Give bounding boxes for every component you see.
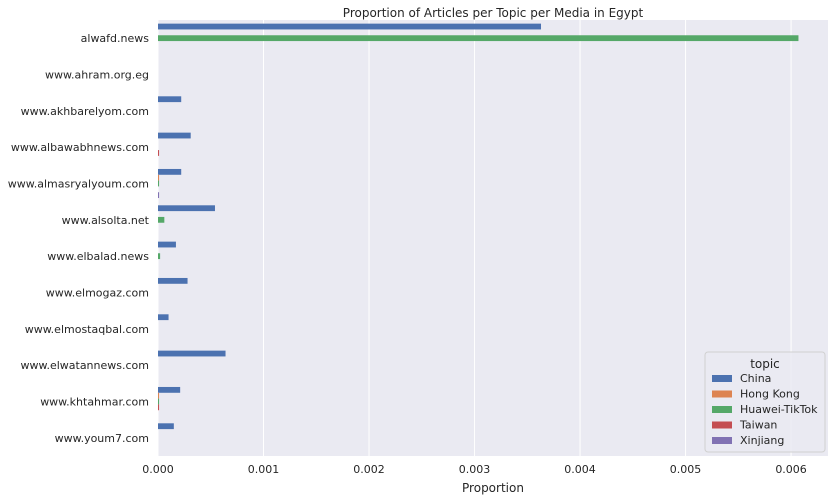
bar-china	[158, 241, 176, 248]
bar-china	[158, 386, 181, 393]
x-tick-label: 0.002	[353, 463, 385, 476]
y-tick-label: www.youm7.com	[55, 432, 149, 445]
x-tick-label: 0.000	[142, 463, 174, 476]
bar-taiwan	[158, 150, 160, 156]
y-tick-labels: alwafd.news www.ahram.org.eg www.akhbarely…	[8, 32, 150, 445]
bar-huawei-tiktok	[158, 253, 161, 260]
x-tick-label: 0.004	[564, 463, 596, 476]
y-tick-label: www.alsolta.net	[62, 214, 150, 227]
legend-swatch	[712, 421, 732, 429]
legend-swatch	[712, 390, 732, 398]
y-tick-label: www.elmogaz.com	[46, 287, 149, 300]
x-tick-label: 0.006	[775, 463, 807, 476]
x-tick-label: 0.005	[670, 463, 702, 476]
legend-label: Xinjiang	[740, 434, 784, 447]
y-tick-label: www.akhbarelyom.com	[21, 105, 149, 118]
y-tick-label: www.elbalad.news	[47, 250, 149, 263]
y-tick-label: www.almasryalyoum.com	[8, 178, 149, 191]
legend-label: Hong Kong	[740, 388, 800, 401]
y-tick-label: alwafd.news	[81, 32, 150, 45]
x-axis-label: Proportion	[462, 481, 524, 495]
bar-china	[158, 314, 169, 321]
legend-label: China	[740, 372, 771, 385]
bar-china	[158, 23, 542, 30]
legend-swatch	[712, 406, 732, 413]
y-tick-label: www.elwatannews.com	[20, 359, 149, 372]
bar-china	[158, 96, 182, 103]
bar-xinjiang	[158, 192, 160, 199]
bar-huawei-tiktok	[158, 35, 799, 42]
y-tick-label: www.khtahmar.com	[40, 396, 149, 409]
bar-huawei-tiktok	[158, 216, 165, 223]
legend-label: Huawei-TikTok	[740, 403, 818, 416]
bar-hong-kong	[158, 392, 160, 399]
bar-taiwan	[158, 404, 160, 411]
x-tick-labels: 0.000 0.001 0.002 0.003 0.004 0.005 0.006	[142, 463, 807, 476]
bar-hong-kong	[158, 174, 160, 181]
legend-swatch	[712, 437, 732, 444]
bar-huawei-tiktok	[158, 398, 160, 405]
bar-china	[158, 205, 215, 212]
bar-china	[158, 423, 174, 430]
legend-swatch	[712, 375, 732, 382]
chart-title: Proportion of Articles per Topic per Med…	[343, 6, 644, 20]
x-tick-label: 0.001	[248, 463, 280, 476]
bar-china	[158, 277, 188, 284]
bars	[158, 23, 799, 430]
legend-label: Taiwan	[739, 419, 777, 432]
y-tick-label: www.albawabhnews.com	[11, 141, 149, 154]
legend: topic China Hong Kong Huawei-TikTok Taiwan X…	[704, 351, 826, 453]
bar-china	[158, 350, 226, 357]
y-tick-label: www.elmostaqbal.com	[25, 323, 149, 336]
bar-huawei-tiktok	[158, 180, 160, 187]
y-tick-label: www.ahram.org.eg	[45, 69, 149, 82]
bar-china	[158, 168, 182, 175]
legend-box	[704, 351, 826, 453]
legend-title: topic	[750, 357, 780, 371]
x-tick-label: 0.003	[459, 463, 491, 476]
bar-china	[158, 132, 191, 139]
